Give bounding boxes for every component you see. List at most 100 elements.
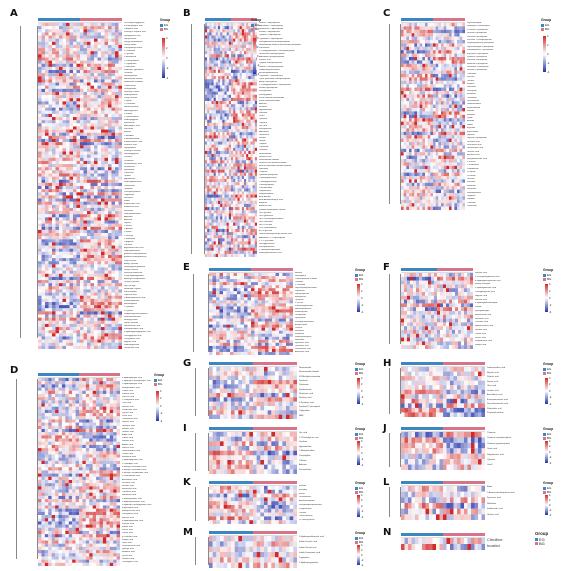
- heatmap-cell: [248, 125, 251, 130]
- scale-tick-label: -2: [166, 66, 169, 70]
- heatmap-cell: [252, 72, 255, 77]
- heatmap-cell: [231, 76, 234, 80]
- heatmap-cell: [52, 342, 56, 346]
- heatmap-cell: [76, 189, 81, 193]
- heatmap-cell: [87, 38, 91, 42]
- heatmap-cell: [108, 95, 112, 99]
- heatmap-cell: [252, 154, 255, 158]
- heatmap-cell: [97, 333, 102, 337]
- heatmap-cell: [80, 73, 84, 77]
- heatmap-cell: [59, 273, 63, 277]
- heatmap-cell: [215, 122, 219, 127]
- heatmap-cell: [205, 44, 208, 49]
- heatmap-cell: [213, 238, 216, 242]
- heatmap-cell: [62, 226, 67, 230]
- heatmap-cell: [237, 129, 240, 133]
- heatmap-cell: [62, 317, 67, 321]
- heatmap-cell: [233, 213, 236, 217]
- heatmap-cell: [111, 151, 116, 155]
- heatmap-cell: [246, 129, 249, 133]
- heatmap-cell: [211, 228, 214, 233]
- heatmap-cell: [108, 132, 112, 136]
- heatmap-cell: [38, 63, 42, 67]
- heatmap-cell: [443, 74, 447, 78]
- heatmap-cell: [207, 135, 210, 139]
- heatmap-cell: [228, 41, 232, 45]
- heatmap-cell: [118, 35, 122, 39]
- heatmap-cell: [87, 101, 91, 105]
- heatmap-cell: [69, 342, 74, 346]
- heatmap-cell: [87, 66, 91, 71]
- heatmap-cell: [241, 63, 245, 67]
- heatmap-cell: [38, 211, 42, 215]
- heatmap-cell: [90, 120, 95, 124]
- heatmap-cell: [111, 63, 116, 67]
- heatmap-cell: [94, 239, 98, 243]
- heatmap-cell: [108, 79, 112, 83]
- heatmap-cell: [449, 74, 452, 78]
- heatmap-cell: [246, 135, 249, 139]
- heatmap-cell: [69, 330, 74, 334]
- heatmap-cell: [83, 23, 88, 27]
- heatmap-cell: [73, 101, 77, 105]
- heatmap-cell: [228, 26, 232, 30]
- heatmap-cell: [118, 239, 122, 243]
- heatmap-cell: [427, 26, 431, 30]
- heatmap-cell: [457, 50, 460, 54]
- heatmap-cell: [94, 73, 98, 77]
- heatmap-cell: [209, 69, 212, 73]
- heatmap-cell: [254, 228, 257, 233]
- heatmap-cell: [62, 242, 67, 246]
- heatmap-cell: [231, 200, 234, 205]
- heatmap-cell: [218, 235, 221, 239]
- heatmap-cell: [52, 32, 56, 36]
- heatmap-cell: [419, 77, 423, 81]
- heatmap-cell: [97, 167, 102, 171]
- heatmap-cell: [433, 43, 436, 47]
- heatmap-cell: [252, 138, 255, 142]
- heatmap-cell: [239, 150, 242, 155]
- heatmap-cell: [41, 132, 46, 136]
- heatmap-cell: [62, 70, 67, 74]
- heatmap-cell: [55, 342, 60, 346]
- heatmap-cell: [80, 317, 84, 321]
- heatmap-cell: [241, 157, 245, 161]
- heatmap-cell: [76, 254, 81, 259]
- heatmap-cell: [254, 32, 257, 36]
- heatmap-cell: [48, 44, 53, 49]
- heatmap-cell: [218, 29, 221, 33]
- heatmap-cell: [250, 122, 253, 127]
- heatmap-cell: [66, 308, 70, 312]
- heatmap-cell: [254, 213, 257, 217]
- heatmap-cell: [76, 286, 81, 290]
- heatmap-cell: [244, 44, 247, 49]
- row-label: L-Lysine: [124, 100, 132, 103]
- heatmap-cell: [94, 333, 98, 337]
- heatmap-cell: [406, 26, 410, 30]
- heatmap-cell: [97, 179, 102, 183]
- heatmap-cell: [235, 116, 238, 120]
- heatmap-cell: [401, 63, 404, 68]
- heatmap-cell: [222, 141, 225, 145]
- heatmap-cell: [425, 91, 428, 95]
- row-label: Methylcysteine: [124, 318, 138, 321]
- heatmap-cell: [115, 48, 119, 52]
- heatmap-cell: [38, 113, 42, 118]
- heatmap-cell: [87, 214, 91, 218]
- heatmap-cell: [237, 57, 240, 61]
- heatmap-cell: [55, 233, 60, 237]
- heatmap-cell: [73, 117, 77, 121]
- heatmap-cell: [38, 70, 42, 74]
- heatmap-cell: [115, 76, 119, 80]
- row-label: Uridine diphosphate glucuronic acid: [259, 233, 292, 236]
- heatmap-cell: [41, 23, 46, 27]
- heatmap-cell: [38, 135, 42, 140]
- heatmap-cell: [115, 339, 119, 343]
- heatmap-cell: [433, 77, 436, 81]
- heatmap-cell: [59, 91, 63, 96]
- heatmap-cell: [248, 94, 251, 98]
- heatmap-cell: [48, 157, 53, 161]
- heatmap-cell: [73, 233, 77, 237]
- heatmap-cell: [108, 23, 112, 27]
- heatmap-cell: [76, 289, 81, 293]
